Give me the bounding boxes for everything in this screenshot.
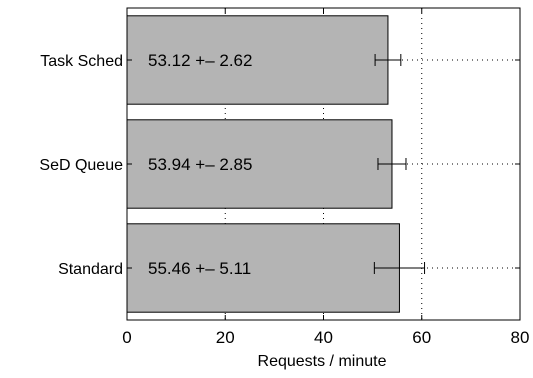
x-axis-tick-label: 40 <box>314 328 333 347</box>
bar-value-labels: 53.12 +– 2.62 53.94 +– 2.85 55.46 +– 5.11 <box>148 51 252 278</box>
bar-value-label: 53.94 +– 2.85 <box>148 155 252 174</box>
x-axis-tick-label: 80 <box>511 328 530 347</box>
bar-value-label: 53.12 +– 2.62 <box>148 51 252 70</box>
y-axis-tick-label: Standard <box>58 261 123 278</box>
error-bars <box>373 54 426 274</box>
bars <box>126 15 400 313</box>
axis-ticks <box>126 8 521 320</box>
y-axis-tick-labels: Task Sched SeD Queue Standard <box>39 53 123 278</box>
bar <box>126 15 389 105</box>
y-axis-tick-label: Task Sched <box>40 53 123 70</box>
x-axis-tick-label: 60 <box>412 328 431 347</box>
x-axis-tick-labels: 0 20 40 60 80 <box>122 328 529 347</box>
y-axis-tick-label: SeD Queue <box>39 157 123 174</box>
x-axis-tick-label: 20 <box>216 328 235 347</box>
bar-value-label: 55.46 +– 5.11 <box>148 259 251 278</box>
bar <box>126 223 400 313</box>
bar <box>126 119 393 209</box>
x-axis-label: Requests / minute <box>258 353 387 370</box>
x-axis-tick-label: 0 <box>122 328 131 347</box>
